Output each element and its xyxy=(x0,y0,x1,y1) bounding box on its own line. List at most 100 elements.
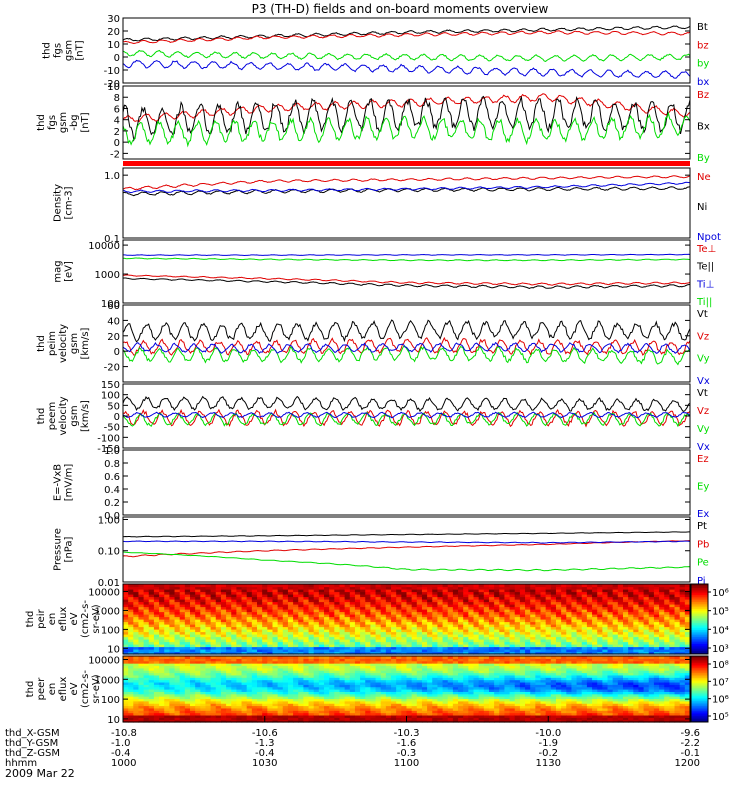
heatmap-cell xyxy=(339,591,346,595)
heatmap-cell xyxy=(354,611,361,615)
heatmap-cell xyxy=(148,693,155,697)
heatmap-cell xyxy=(380,606,387,610)
heatmap-cell xyxy=(226,639,232,643)
heatmap-cell xyxy=(653,649,660,653)
heatmap-cell xyxy=(535,651,542,655)
heatmap-cell xyxy=(344,703,351,707)
heatmap-cell xyxy=(550,601,557,605)
heatmap-cell xyxy=(380,691,387,695)
heatmap-cell xyxy=(401,719,408,723)
y-axis-label: gsm xyxy=(58,112,69,133)
heatmap-cell xyxy=(241,672,248,676)
heatmap-cell xyxy=(360,609,366,613)
heatmap-cell xyxy=(375,686,382,690)
heatmap-cell xyxy=(571,599,578,603)
heatmap-cell xyxy=(540,584,547,588)
heatmap-cell xyxy=(190,714,196,718)
heatmap-cell xyxy=(416,651,423,655)
legend-entry: Ne xyxy=(697,172,711,183)
heatmap-cell xyxy=(452,619,459,623)
heatmap-cell xyxy=(143,584,150,588)
heatmap-cell xyxy=(272,616,279,620)
y-axis-label: gsm xyxy=(69,405,80,426)
heatmap-cell xyxy=(226,689,232,692)
heatmap-cell xyxy=(653,611,660,615)
heatmap-cell xyxy=(597,584,603,588)
heatmap-cell xyxy=(184,644,191,648)
heatmap-cell xyxy=(354,696,361,700)
heatmap-cell xyxy=(380,644,387,648)
heatmap-cell xyxy=(659,624,665,628)
heatmap-cell xyxy=(298,658,304,662)
heatmap-cell xyxy=(463,611,469,615)
heatmap-cell xyxy=(581,584,588,588)
heatmap-cell xyxy=(298,599,304,603)
heatmap-cell xyxy=(674,639,681,643)
heatmap-cell xyxy=(643,601,650,605)
heatmap-cell xyxy=(576,599,583,603)
heatmap-cell xyxy=(375,663,382,667)
heatmap-cell xyxy=(349,631,356,635)
heatmap-cell xyxy=(421,639,428,643)
heatmap-cell xyxy=(396,681,402,685)
heatmap-cell xyxy=(133,591,140,595)
heatmap-cell xyxy=(468,614,475,618)
heatmap-cell xyxy=(313,705,320,709)
heatmap-cell xyxy=(669,596,676,600)
heatmap-cell xyxy=(236,619,243,623)
heatmap-cell xyxy=(262,686,268,690)
heatmap-cell xyxy=(421,621,428,625)
heatmap-cell xyxy=(628,614,634,618)
heatmap-cell xyxy=(427,636,433,640)
heatmap-cell xyxy=(385,604,392,608)
heatmap-cell xyxy=(153,689,160,692)
heatmap-cell xyxy=(257,712,263,716)
heatmap-cell xyxy=(220,594,227,598)
heatmap-cell xyxy=(195,679,201,683)
heatmap-cell xyxy=(370,693,377,697)
heatmap-cell xyxy=(452,649,459,653)
heatmap-cell xyxy=(251,679,258,683)
heatmap-cell xyxy=(499,626,506,630)
heatmap-cell xyxy=(499,596,506,600)
heatmap-cell xyxy=(406,609,413,613)
heatmap-cell xyxy=(509,611,516,615)
heatmap-cell xyxy=(581,621,588,625)
heatmap-cell xyxy=(411,658,418,662)
heatmap-cell xyxy=(179,636,186,640)
heatmap-cell xyxy=(592,584,598,588)
heatmap-cell xyxy=(550,589,557,593)
heatmap-cell xyxy=(421,710,428,714)
heatmap-cell xyxy=(638,604,645,608)
heatmap-cell xyxy=(401,631,408,635)
heatmap-cell xyxy=(514,584,521,588)
heatmap-cell xyxy=(339,696,346,700)
heatmap-cell xyxy=(210,684,217,688)
heatmap-cell xyxy=(210,629,217,633)
heatmap-cell xyxy=(220,703,227,707)
heatmap-cell xyxy=(210,705,217,709)
heatmap-cell xyxy=(643,589,650,593)
heatmap-cell xyxy=(561,649,567,653)
heatmap-cell xyxy=(334,689,341,692)
heatmap-cell xyxy=(633,621,640,625)
heatmap-cell xyxy=(339,698,346,702)
heatmap-cell xyxy=(396,663,402,667)
heatmap-cell xyxy=(628,584,634,588)
heatmap-cell xyxy=(571,596,578,600)
heatmap-cell xyxy=(164,703,170,707)
heatmap-cell xyxy=(329,596,335,600)
heatmap-cell xyxy=(231,703,237,707)
heatmap-cell xyxy=(190,712,196,716)
heatmap-cell xyxy=(339,609,346,613)
heatmap-cell xyxy=(488,636,495,640)
heatmap-cell xyxy=(293,663,299,667)
heatmap-cell xyxy=(416,599,423,603)
heatmap-cell xyxy=(607,611,614,615)
heatmap-cell xyxy=(344,626,351,630)
heatmap-cell xyxy=(215,594,222,598)
y-tick-label: 0.0 xyxy=(104,511,120,522)
heatmap-cell xyxy=(220,705,227,709)
heatmap-cell xyxy=(396,619,402,623)
heatmap-cell xyxy=(437,601,444,605)
